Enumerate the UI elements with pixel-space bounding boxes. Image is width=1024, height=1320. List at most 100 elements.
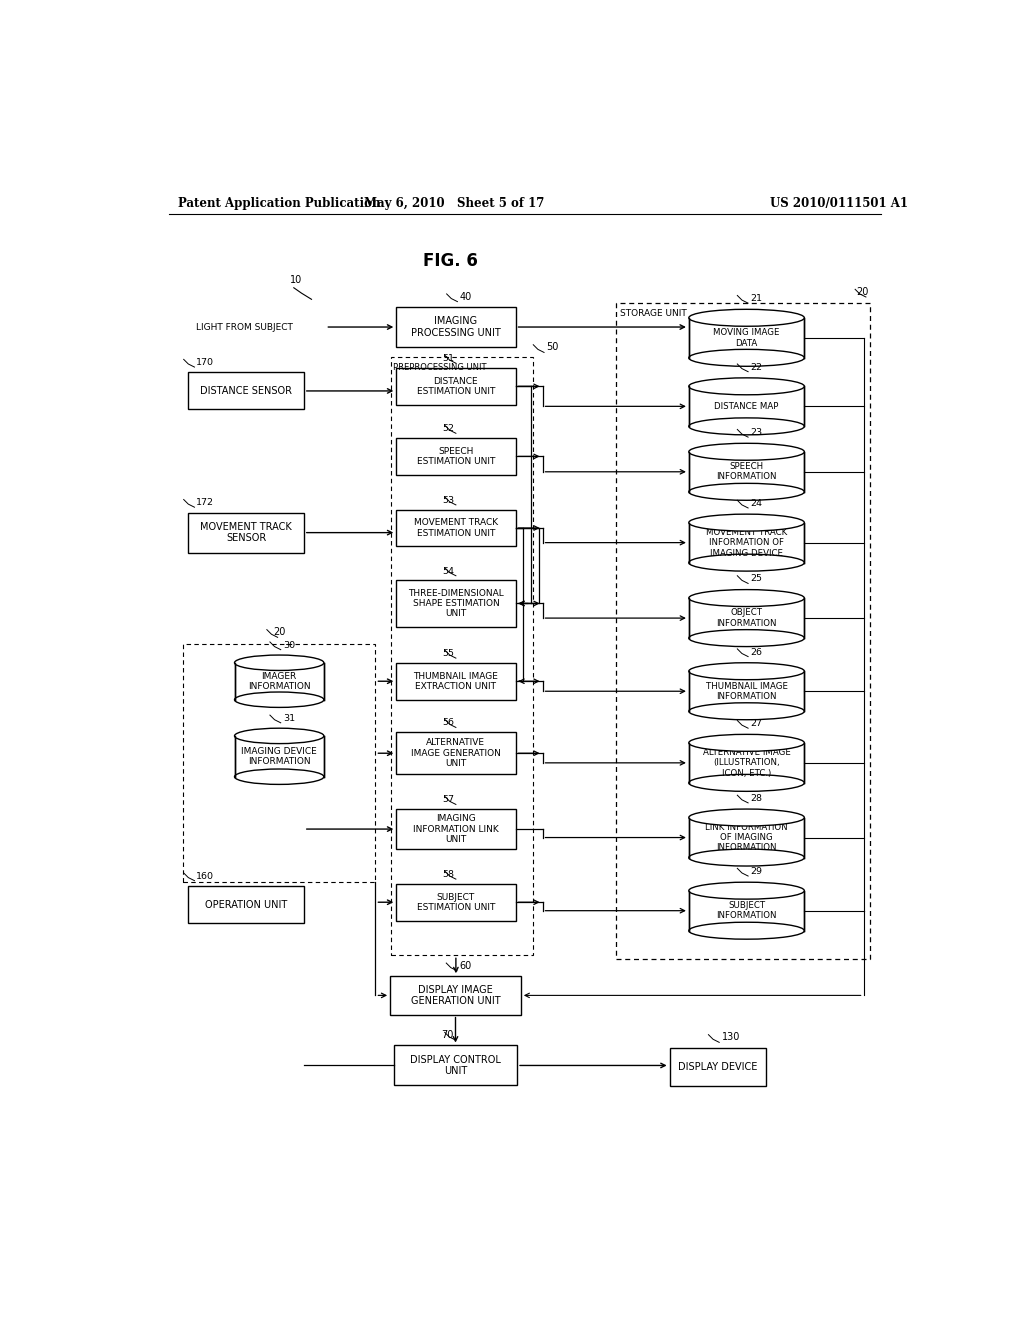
Text: 130: 130 — [722, 1032, 740, 1043]
Text: THUMBNAIL IMAGE
EXTRACTION UNIT: THUMBNAIL IMAGE EXTRACTION UNIT — [414, 672, 499, 690]
Text: MOVING IMAGE
DATA: MOVING IMAGE DATA — [714, 329, 780, 347]
Text: IMAGER
INFORMATION: IMAGER INFORMATION — [248, 672, 310, 690]
Text: 53: 53 — [442, 496, 455, 506]
Bar — [396, 308, 515, 347]
Text: IMAGING
PROCESSING UNIT: IMAGING PROCESSING UNIT — [411, 317, 501, 338]
Bar — [234, 663, 324, 700]
Text: ALTERNATIVE
IMAGE GENERATION
UNIT: ALTERNATIVE IMAGE GENERATION UNIT — [411, 738, 501, 768]
Ellipse shape — [689, 350, 804, 367]
Ellipse shape — [689, 418, 804, 434]
Bar — [396, 438, 515, 475]
Ellipse shape — [689, 515, 804, 531]
Bar — [396, 733, 515, 775]
Text: SUBJECT
ESTIMATION UNIT: SUBJECT ESTIMATION UNIT — [417, 892, 495, 912]
Bar — [689, 523, 804, 562]
Text: IMAGING DEVICE
INFORMATION: IMAGING DEVICE INFORMATION — [242, 747, 317, 766]
Text: DISTANCE SENSOR: DISTANCE SENSOR — [200, 385, 292, 396]
Text: 30: 30 — [283, 640, 295, 649]
Bar — [689, 318, 804, 358]
Text: 51: 51 — [442, 354, 455, 363]
Bar — [188, 512, 304, 553]
Text: THREE-DIMENSIONAL
SHAPE ESTIMATION
UNIT: THREE-DIMENSIONAL SHAPE ESTIMATION UNIT — [408, 589, 504, 618]
Text: MOVEMENT TRACK
INFORMATION OF
IMAGING DEVICE: MOVEMENT TRACK INFORMATION OF IMAGING DE… — [706, 528, 787, 557]
Ellipse shape — [689, 378, 804, 395]
Text: 172: 172 — [196, 498, 214, 507]
Text: IMAGING
INFORMATION LINK
UNIT: IMAGING INFORMATION LINK UNIT — [413, 814, 499, 843]
Text: 170: 170 — [196, 358, 214, 367]
Text: ALTERNATIVE IMAGE
(ILLUSTRATION,
ICON, ETC.): ALTERNATIVE IMAGE (ILLUSTRATION, ICON, E… — [702, 748, 791, 777]
Text: May 6, 2010   Sheet 5 of 17: May 6, 2010 Sheet 5 of 17 — [364, 197, 544, 210]
Text: THUMBNAIL IMAGE
INFORMATION: THUMBNAIL IMAGE INFORMATION — [706, 681, 787, 701]
Text: 60: 60 — [460, 961, 472, 970]
Bar — [689, 891, 804, 931]
Ellipse shape — [689, 483, 804, 500]
Text: OBJECT
INFORMATION: OBJECT INFORMATION — [717, 609, 777, 628]
Text: PREPROCESSING UNIT: PREPROCESSING UNIT — [393, 363, 486, 371]
Text: 26: 26 — [751, 648, 763, 656]
Bar — [689, 387, 804, 426]
Text: SPEECH
ESTIMATION UNIT: SPEECH ESTIMATION UNIT — [417, 446, 495, 466]
Text: 52: 52 — [442, 424, 455, 433]
Bar — [396, 368, 515, 405]
Text: 70: 70 — [441, 1030, 454, 1040]
Text: US 2010/0111501 A1: US 2010/0111501 A1 — [770, 197, 908, 210]
Bar — [396, 581, 515, 627]
Ellipse shape — [234, 692, 324, 708]
Bar — [234, 737, 324, 776]
Ellipse shape — [689, 309, 804, 326]
Text: DISTANCE
ESTIMATION UNIT: DISTANCE ESTIMATION UNIT — [417, 376, 495, 396]
Ellipse shape — [689, 702, 804, 719]
Ellipse shape — [689, 849, 804, 866]
Ellipse shape — [689, 444, 804, 461]
Text: 56: 56 — [442, 718, 455, 727]
Bar — [396, 510, 515, 546]
Text: 160: 160 — [196, 871, 214, 880]
Text: DISTANCE MAP: DISTANCE MAP — [715, 401, 778, 411]
Text: FIG. 6: FIG. 6 — [423, 252, 477, 269]
Text: 40: 40 — [460, 292, 472, 302]
Text: DISPLAY DEVICE: DISPLAY DEVICE — [678, 1063, 758, 1072]
Text: 29: 29 — [751, 867, 763, 876]
Ellipse shape — [689, 590, 804, 607]
Text: 50: 50 — [547, 342, 559, 352]
Text: 22: 22 — [751, 363, 763, 372]
Ellipse shape — [689, 809, 804, 826]
Bar — [396, 884, 515, 921]
Text: STORAGE UNIT: STORAGE UNIT — [620, 309, 686, 318]
Ellipse shape — [689, 734, 804, 751]
Text: MOVEMENT TRACK
SENSOR: MOVEMENT TRACK SENSOR — [200, 521, 292, 544]
Bar — [615, 304, 869, 960]
Text: 21: 21 — [751, 294, 763, 304]
Ellipse shape — [234, 729, 324, 743]
Text: 10: 10 — [290, 276, 302, 285]
Text: Patent Application Publication: Patent Application Publication — [178, 197, 381, 210]
Text: DISPLAY IMAGE
GENERATION UNIT: DISPLAY IMAGE GENERATION UNIT — [411, 985, 501, 1006]
Ellipse shape — [689, 630, 804, 647]
Bar — [390, 977, 521, 1015]
Bar — [394, 1045, 517, 1085]
Text: LINK INFORMATION
OF IMAGING
INFORMATION: LINK INFORMATION OF IMAGING INFORMATION — [706, 822, 787, 853]
Text: 28: 28 — [751, 793, 763, 803]
Bar — [396, 809, 515, 849]
Text: OPERATION UNIT: OPERATION UNIT — [205, 899, 287, 909]
Text: 57: 57 — [442, 796, 455, 804]
Ellipse shape — [689, 663, 804, 680]
Bar — [689, 817, 804, 858]
Text: MOVEMENT TRACK
ESTIMATION UNIT: MOVEMENT TRACK ESTIMATION UNIT — [414, 519, 498, 537]
Text: 31: 31 — [283, 714, 295, 723]
Bar — [689, 451, 804, 492]
Ellipse shape — [234, 655, 324, 671]
Text: 58: 58 — [442, 870, 455, 879]
Text: DISPLAY CONTROL
UNIT: DISPLAY CONTROL UNIT — [410, 1055, 501, 1076]
Text: 54: 54 — [442, 566, 455, 576]
Text: 27: 27 — [751, 719, 763, 729]
Ellipse shape — [689, 882, 804, 899]
Text: 25: 25 — [751, 574, 763, 583]
Bar — [183, 644, 376, 882]
Text: LIGHT FROM SUBJECT: LIGHT FROM SUBJECT — [196, 322, 293, 331]
Text: 23: 23 — [751, 428, 763, 437]
Text: 20: 20 — [856, 286, 868, 297]
Bar — [188, 886, 304, 923]
Ellipse shape — [689, 923, 804, 940]
Text: SUBJECT
INFORMATION: SUBJECT INFORMATION — [717, 902, 777, 920]
